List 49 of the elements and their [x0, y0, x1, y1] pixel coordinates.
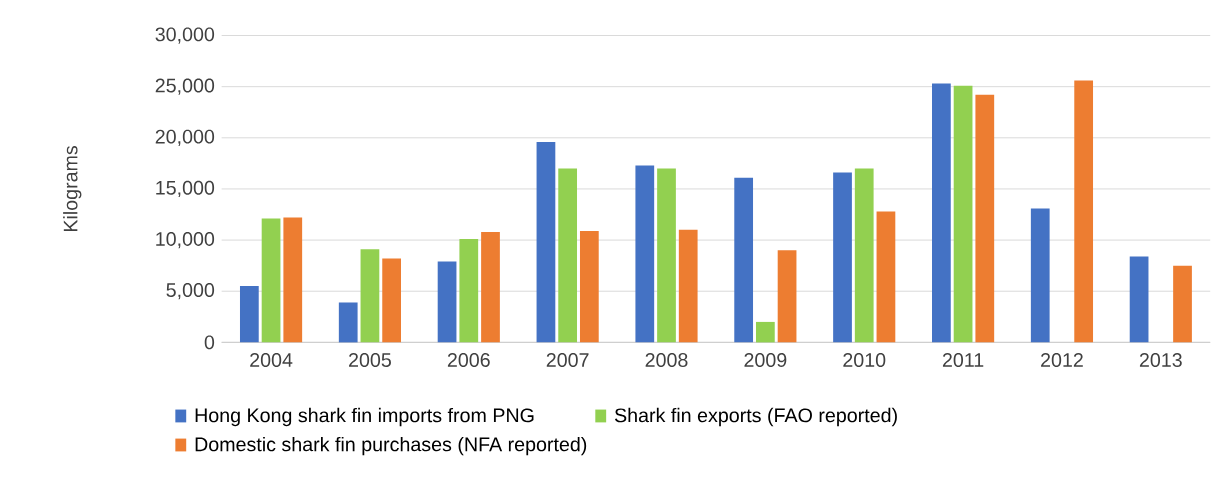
bar — [777, 250, 797, 343]
bar — [755, 321, 775, 343]
bar — [734, 177, 754, 343]
legend-label: Domestic shark fin purchases (NFA reported) — [195, 436, 587, 456]
bar — [579, 230, 599, 343]
y-tick-label: 25,000 — [155, 78, 215, 95]
x-tick-label: 2006 — [447, 352, 490, 367]
bar — [932, 83, 951, 343]
x-tick-label: 2010 — [843, 352, 886, 367]
x-tick-label: 2008 — [645, 352, 688, 367]
bar — [338, 302, 358, 343]
bar — [382, 258, 401, 343]
bar — [635, 165, 655, 343]
y-tick-label: 30,000 — [155, 27, 215, 44]
bar — [657, 168, 676, 343]
bar — [1173, 265, 1192, 343]
bar — [283, 217, 303, 343]
bar — [1030, 208, 1050, 343]
bar — [1074, 80, 1094, 343]
y-axis-title: Kilograms — [63, 145, 82, 231]
bar — [360, 249, 380, 343]
bar — [975, 94, 995, 343]
y-tick-label: 20,000 — [155, 129, 215, 146]
bar — [437, 261, 457, 343]
x-tick-label: 2011 — [942, 352, 984, 367]
bar — [481, 231, 500, 343]
legend-label: Shark fin exports (FAO reported) — [614, 407, 897, 427]
x-tick-label: 2005 — [349, 352, 391, 367]
x-tick-label: 2013 — [1139, 352, 1182, 367]
y-tick-label: 0 — [204, 335, 215, 350]
legend-label: Hong Kong shark fin imports from PNG — [195, 407, 534, 427]
x-tick-label: 2004 — [250, 352, 293, 367]
bar — [459, 238, 479, 343]
x-tick-label: 2007 — [546, 352, 589, 367]
bar — [678, 229, 698, 343]
bar — [239, 285, 259, 343]
y-tick-label: 15,000 — [156, 180, 215, 197]
bar — [1129, 256, 1149, 343]
y-tick-label: 5,000 — [166, 282, 215, 300]
x-tick-label: 2009 — [744, 352, 787, 367]
bar — [536, 141, 556, 343]
x-tick-label: 2012 — [1041, 352, 1083, 367]
bar — [854, 168, 874, 343]
bar — [876, 211, 896, 343]
bar — [261, 218, 281, 343]
bar — [833, 172, 852, 343]
bar — [558, 168, 578, 343]
y-tick-label: 10,000 — [156, 231, 215, 249]
bar — [953, 85, 973, 343]
